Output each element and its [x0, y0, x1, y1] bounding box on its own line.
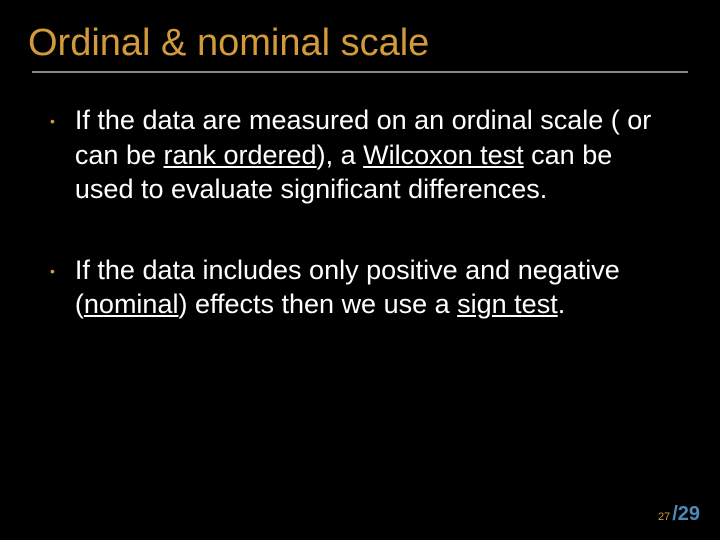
bullet-text: If the data are measured on an ordinal s… [75, 103, 670, 207]
bullet-item: • If the data are measured on an ordinal … [50, 103, 670, 207]
emphasized-text: sign test [457, 289, 558, 319]
bullet-marker-icon: • [50, 113, 55, 129]
body-text: ) effects then we use a [178, 289, 457, 319]
slide-content: • If the data are measured on an ordinal … [0, 73, 720, 322]
slide-title: Ordinal & nominal scale [0, 0, 720, 65]
page-footer: 27 /29 [658, 503, 700, 526]
emphasized-text: nominal [84, 289, 179, 319]
bullet-text: If the data includes only positive and n… [75, 253, 670, 322]
bullet-marker-icon: • [50, 263, 55, 279]
bullet-item: • If the data includes only positive and … [50, 253, 670, 322]
emphasized-text: rank ordered [163, 140, 316, 170]
page-number-current: 27 [658, 511, 670, 523]
page-number-total: /29 [672, 503, 700, 526]
body-text: ), a [317, 140, 364, 170]
emphasized-text: Wilcoxon test [363, 140, 524, 170]
body-text: . [558, 289, 566, 319]
